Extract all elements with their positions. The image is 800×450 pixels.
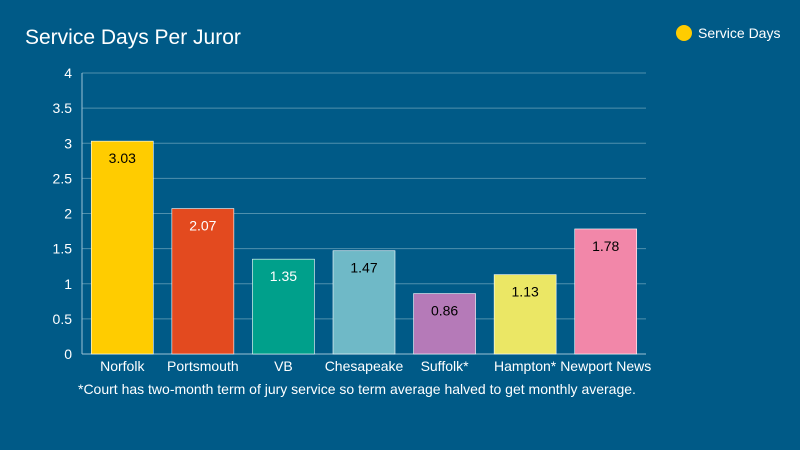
data-label: 3.03: [109, 150, 136, 166]
legend-marker-icon: [676, 25, 692, 41]
bar-newport-news[interactable]: [574, 228, 638, 355]
y-tick-label: 1: [64, 276, 72, 292]
y-tick-label: 1.5: [53, 241, 73, 257]
y-tick-label: 0.5: [53, 311, 73, 327]
data-label: 1.47: [350, 260, 377, 276]
bar-norfolk[interactable]: [90, 140, 154, 355]
x-tick-label: Hampton*: [494, 358, 557, 374]
legend-label: Service Days: [698, 25, 781, 41]
y-tick-label: 2: [64, 206, 72, 222]
y-tick-label: 4: [64, 65, 72, 81]
data-label: 2.07: [189, 218, 216, 234]
data-label: 0.86: [431, 303, 458, 319]
x-tick-label: Suffolk*: [421, 358, 470, 374]
bar-portsmouth[interactable]: [171, 208, 235, 355]
y-tick-label: 3.5: [53, 100, 73, 116]
bar-hampton[interactable]: [493, 274, 557, 355]
chart-title: Service Days Per Juror: [25, 26, 241, 49]
data-label: 1.35: [270, 268, 297, 284]
y-tick-label: 0: [64, 346, 72, 362]
footnote: *Court has two-month term of jury servic…: [78, 381, 636, 397]
bar-vb[interactable]: [252, 258, 315, 355]
bar-chesapeake[interactable]: [332, 250, 396, 355]
x-tick-label: Newport News: [560, 358, 651, 374]
legend[interactable]: Service Days: [676, 25, 780, 41]
bar-suffolk[interactable]: [413, 293, 476, 355]
y-tick-label: 2.5: [53, 170, 73, 186]
x-tick-label: Chesapeake: [325, 358, 404, 374]
y-tick-label: 3: [64, 135, 72, 151]
x-tick-label: Norfolk: [100, 358, 145, 374]
data-label: 1.78: [592, 238, 619, 254]
x-tick-label: Portsmouth: [167, 358, 239, 374]
data-label: 1.13: [512, 284, 539, 300]
x-tick-label: VB: [274, 358, 293, 374]
